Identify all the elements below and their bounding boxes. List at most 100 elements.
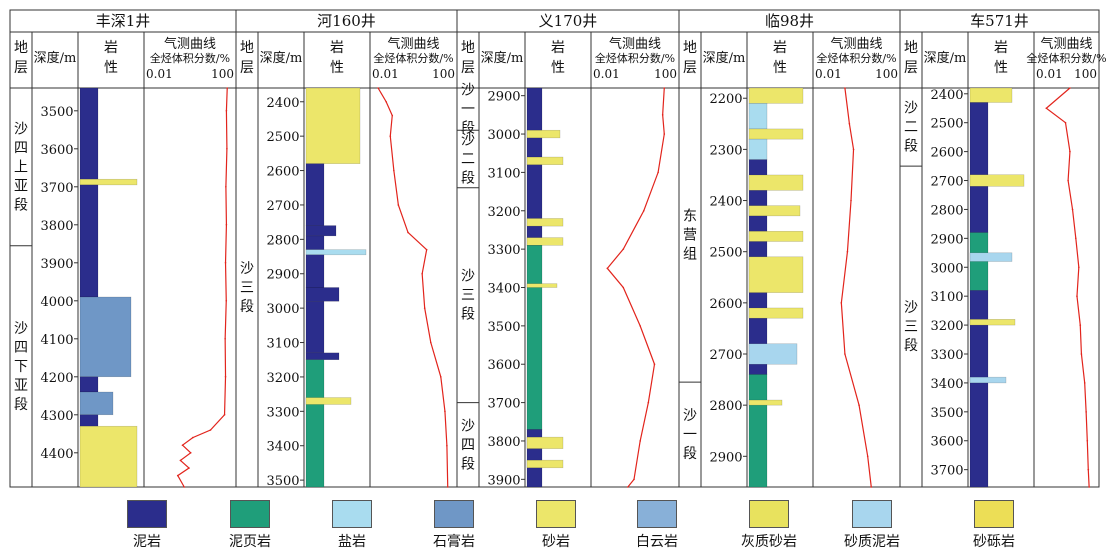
strata-label-char: 亚 [14, 378, 28, 394]
depth-tick-label: 3700 [40, 181, 73, 196]
lithology-bed [526, 156, 564, 165]
gas-curve-point [663, 87, 666, 89]
depth-tick-label: 3400 [930, 377, 963, 392]
strata-label-char: 营 [683, 228, 697, 244]
lithology-bed [305, 301, 325, 354]
gas-scale-min: 0.01 [1036, 67, 1063, 81]
strata-label-char: 段 [14, 397, 28, 413]
depth-tick-label: 2900 [930, 232, 963, 247]
lithology-bed [79, 391, 114, 416]
strata-label-char: 四 [461, 437, 475, 453]
gas-curve-point [1085, 411, 1087, 413]
legend-item-gypsum: 石膏岩 [412, 500, 496, 550]
gas-header-unit: 全烃体积分数/% [1026, 51, 1106, 65]
depth-tick-label: 2700 [930, 175, 963, 190]
lithology-bed [79, 178, 138, 186]
gas-curve-point [1079, 324, 1082, 326]
depth-tick-label: 3000 [930, 261, 963, 276]
depth-tick-label: 2600 [266, 165, 299, 180]
gas-curve-point [429, 341, 432, 344]
well-title: 临98井 [765, 12, 814, 30]
lith-header-char: 岩 [104, 40, 118, 56]
gas-curve [840, 87, 872, 488]
gas-curve-point [850, 199, 852, 202]
gas-curve [377, 87, 449, 488]
depth-tick-label: 2400 [709, 195, 742, 210]
depth-tick-label: 2900 [487, 90, 520, 105]
strata-label-char: 二 [461, 151, 475, 167]
depth-header: 深度/m [260, 50, 303, 66]
lithology-bed [748, 128, 804, 140]
depth-tick-label: 3900 [487, 473, 520, 488]
lithology-bed [526, 237, 564, 246]
well-title: 车571井 [970, 12, 1029, 30]
gas-curve-point [1086, 439, 1089, 442]
depth-tick-label: 3500 [487, 320, 520, 335]
depth-tick-label: 3400 [487, 282, 520, 297]
lithology-bed [526, 283, 558, 288]
gas-curve-point [446, 486, 449, 488]
gas-curve-point [188, 467, 190, 469]
well-title: 河160井 [317, 12, 376, 30]
lithology-bed [748, 307, 804, 319]
gas-curve-point [858, 404, 860, 406]
strat-header-char: 层 [904, 60, 918, 76]
lithology-bed [748, 87, 804, 104]
depth-tick-label: 2500 [266, 130, 299, 145]
gas-header-title: 气测曲线 [830, 36, 882, 52]
lithology-bed [305, 287, 340, 302]
lithology-bed [79, 376, 99, 393]
gas-scale-min: 0.01 [372, 67, 399, 81]
legend-swatch-mudstone [127, 500, 167, 528]
gas-curve-point [440, 376, 442, 378]
depth-tick-label: 3300 [487, 243, 520, 258]
strata-label-char: 沙 [904, 101, 918, 117]
strata-label-char: 沙 [461, 269, 475, 285]
gas-curve-point [622, 286, 625, 289]
strata-label-char: 一 [683, 427, 697, 443]
depth-tick-label: 2400 [266, 96, 299, 111]
lithology-bed [79, 184, 99, 298]
gas-curve-point [844, 87, 846, 89]
gas-curve-point [866, 455, 869, 458]
legend-swatch-conglomerate [974, 500, 1014, 528]
depth-tick-label: 3900 [40, 257, 73, 272]
gas-curve-point [209, 429, 212, 431]
legend-label-gypsum: 石膏岩 [433, 534, 475, 550]
gas-curve-point [661, 114, 664, 116]
depth-tick-label: 3600 [40, 143, 73, 158]
gas-curve-point [385, 100, 387, 103]
strat-header-char: 层 [14, 60, 28, 76]
gas-curve-point [846, 250, 849, 253]
strata-label-char: 段 [461, 307, 475, 323]
depth-tick-label: 3100 [930, 290, 963, 305]
depth-tick-label: 4300 [40, 409, 73, 424]
legend-label-dolomite: 白云岩 [636, 534, 678, 550]
depth-tick-label: 2200 [709, 92, 742, 107]
lithology-bed [79, 87, 99, 180]
strata-label-char: 三 [904, 319, 918, 335]
legend-swatch-sandstone [536, 500, 576, 528]
gas-curve-point [1088, 486, 1090, 488]
lithology-bed [526, 129, 561, 139]
gas-curve-point [225, 224, 228, 226]
depth-tick-label: 2300 [709, 143, 742, 158]
depth-tick-label: 4000 [40, 295, 73, 310]
legend-label-conglomerate: 砂砾岩 [973, 534, 1015, 550]
depth-tick-label: 3200 [266, 371, 299, 386]
gas-scale-min: 0.01 [815, 67, 842, 81]
lithology-bed [526, 436, 564, 449]
lithology-bed [748, 138, 768, 160]
strata-label-char: 段 [461, 170, 475, 186]
legend-item-conglomerate: 砂砾岩 [952, 500, 1036, 550]
lithology-bed [748, 174, 804, 191]
legend-label-sandstone: 砂岩 [542, 534, 570, 550]
lith-header-char: 性 [994, 60, 1008, 76]
gas-curve-point [653, 363, 656, 366]
gas-curve-point [848, 123, 851, 125]
lith-header-char: 性 [330, 60, 344, 76]
lithology-bed [305, 235, 325, 250]
